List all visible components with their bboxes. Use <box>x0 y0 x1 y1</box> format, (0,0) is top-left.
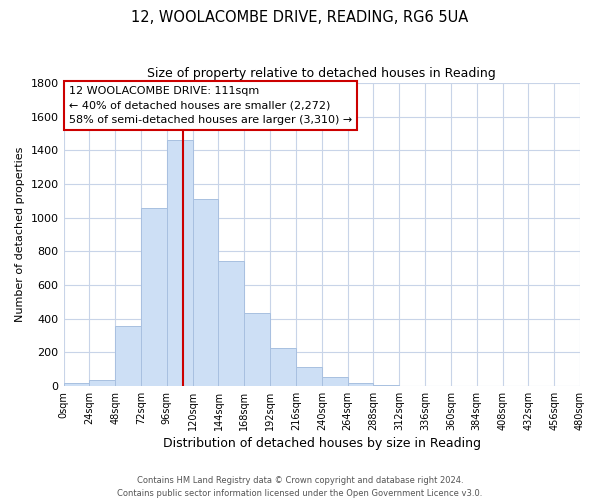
Text: 12 WOOLACOMBE DRIVE: 111sqm
← 40% of detached houses are smaller (2,272)
58% of : 12 WOOLACOMBE DRIVE: 111sqm ← 40% of det… <box>69 86 352 125</box>
Bar <box>244 312 270 386</box>
Bar <box>270 348 296 386</box>
Text: 12, WOOLACOMBE DRIVE, READING, RG6 5UA: 12, WOOLACOMBE DRIVE, READING, RG6 5UA <box>131 10 469 25</box>
Bar <box>141 208 167 386</box>
Y-axis label: Number of detached properties: Number of detached properties <box>15 147 25 322</box>
Bar <box>167 140 193 386</box>
Bar <box>373 385 399 386</box>
Bar <box>64 384 89 386</box>
Bar <box>193 199 218 386</box>
Title: Size of property relative to detached houses in Reading: Size of property relative to detached ho… <box>148 68 496 80</box>
Text: Contains HM Land Registry data © Crown copyright and database right 2024.
Contai: Contains HM Land Registry data © Crown c… <box>118 476 482 498</box>
Bar <box>322 376 347 386</box>
Bar <box>89 380 115 386</box>
Bar <box>115 326 141 386</box>
Bar <box>296 368 322 386</box>
Bar <box>218 262 244 386</box>
Bar <box>347 382 373 386</box>
X-axis label: Distribution of detached houses by size in Reading: Distribution of detached houses by size … <box>163 437 481 450</box>
